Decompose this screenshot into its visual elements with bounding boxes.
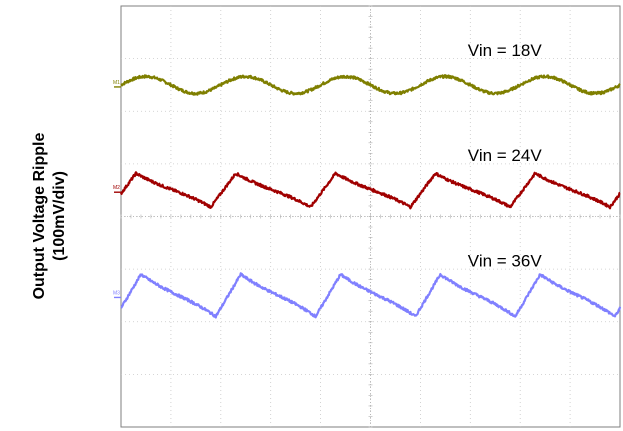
series-label: Vin = 18V [468,41,543,60]
trace-line [120,171,621,210]
series-label: Vin = 24V [468,146,543,165]
grid [120,5,621,428]
channel-marker-label: M3 [113,290,120,296]
traces: M1 M2 M3 [113,74,622,319]
trace-line [120,272,622,319]
series-label: Vin = 36V [468,251,543,270]
annotations: Vin = 18V Vin = 24V Vin = 36V [468,41,543,270]
channel-marker-label: M1 [113,80,120,86]
trace-line [120,74,621,96]
channel-marker-label: M2 [113,185,120,191]
